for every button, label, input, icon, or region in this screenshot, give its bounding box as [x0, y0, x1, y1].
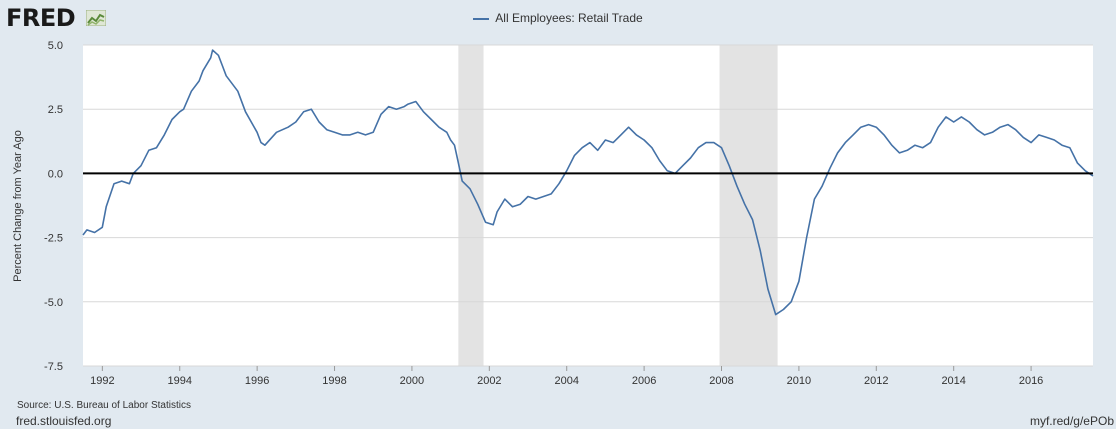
plot-area	[83, 45, 1093, 366]
x-tick-label: 1996	[245, 375, 269, 387]
x-tick-label: 2000	[400, 375, 424, 387]
x-tick-label: 1994	[168, 375, 192, 387]
x-tick-label: 2006	[632, 375, 656, 387]
line-chart-icon	[86, 10, 106, 26]
x-tick-label: 2012	[864, 375, 888, 387]
y-tick-label: -2.5	[44, 233, 63, 245]
x-tick-label: 2002	[477, 375, 501, 387]
recession-shading	[719, 45, 778, 366]
chart-legend[interactable]: All Employees: Retail Trade	[0, 11, 1116, 25]
x-tick-label: 1992	[90, 375, 114, 387]
y-tick-label: 0.0	[48, 168, 63, 180]
y-tick-label: 5.0	[48, 40, 63, 52]
x-tick-label: 2016	[1019, 375, 1043, 387]
x-tick-label: 2014	[941, 375, 965, 387]
fred-logo-text: FRED	[6, 4, 76, 32]
short-link[interactable]: myf.red/g/ePOb	[1029, 414, 1114, 428]
series-line	[82, 49, 1094, 316]
source-note: Source: U.S. Bureau of Labor Statistics	[17, 400, 191, 411]
site-link[interactable]: fred.stlouisfed.org	[16, 414, 112, 428]
x-tick-label: 2008	[709, 375, 733, 387]
legend-series-name: All Employees: Retail Trade	[495, 11, 643, 25]
y-tick-label: -7.5	[44, 361, 63, 373]
legend-swatch	[473, 17, 490, 20]
fred-logo[interactable]: FRED	[6, 4, 76, 32]
x-tick-label: 1998	[322, 375, 346, 387]
recession-shading	[458, 45, 484, 366]
x-tick-label: 2004	[554, 375, 578, 387]
x-tick-label: 2010	[787, 375, 811, 387]
y-tick-label: -5.0	[44, 297, 63, 309]
y-tick-label: 2.5	[48, 104, 63, 116]
